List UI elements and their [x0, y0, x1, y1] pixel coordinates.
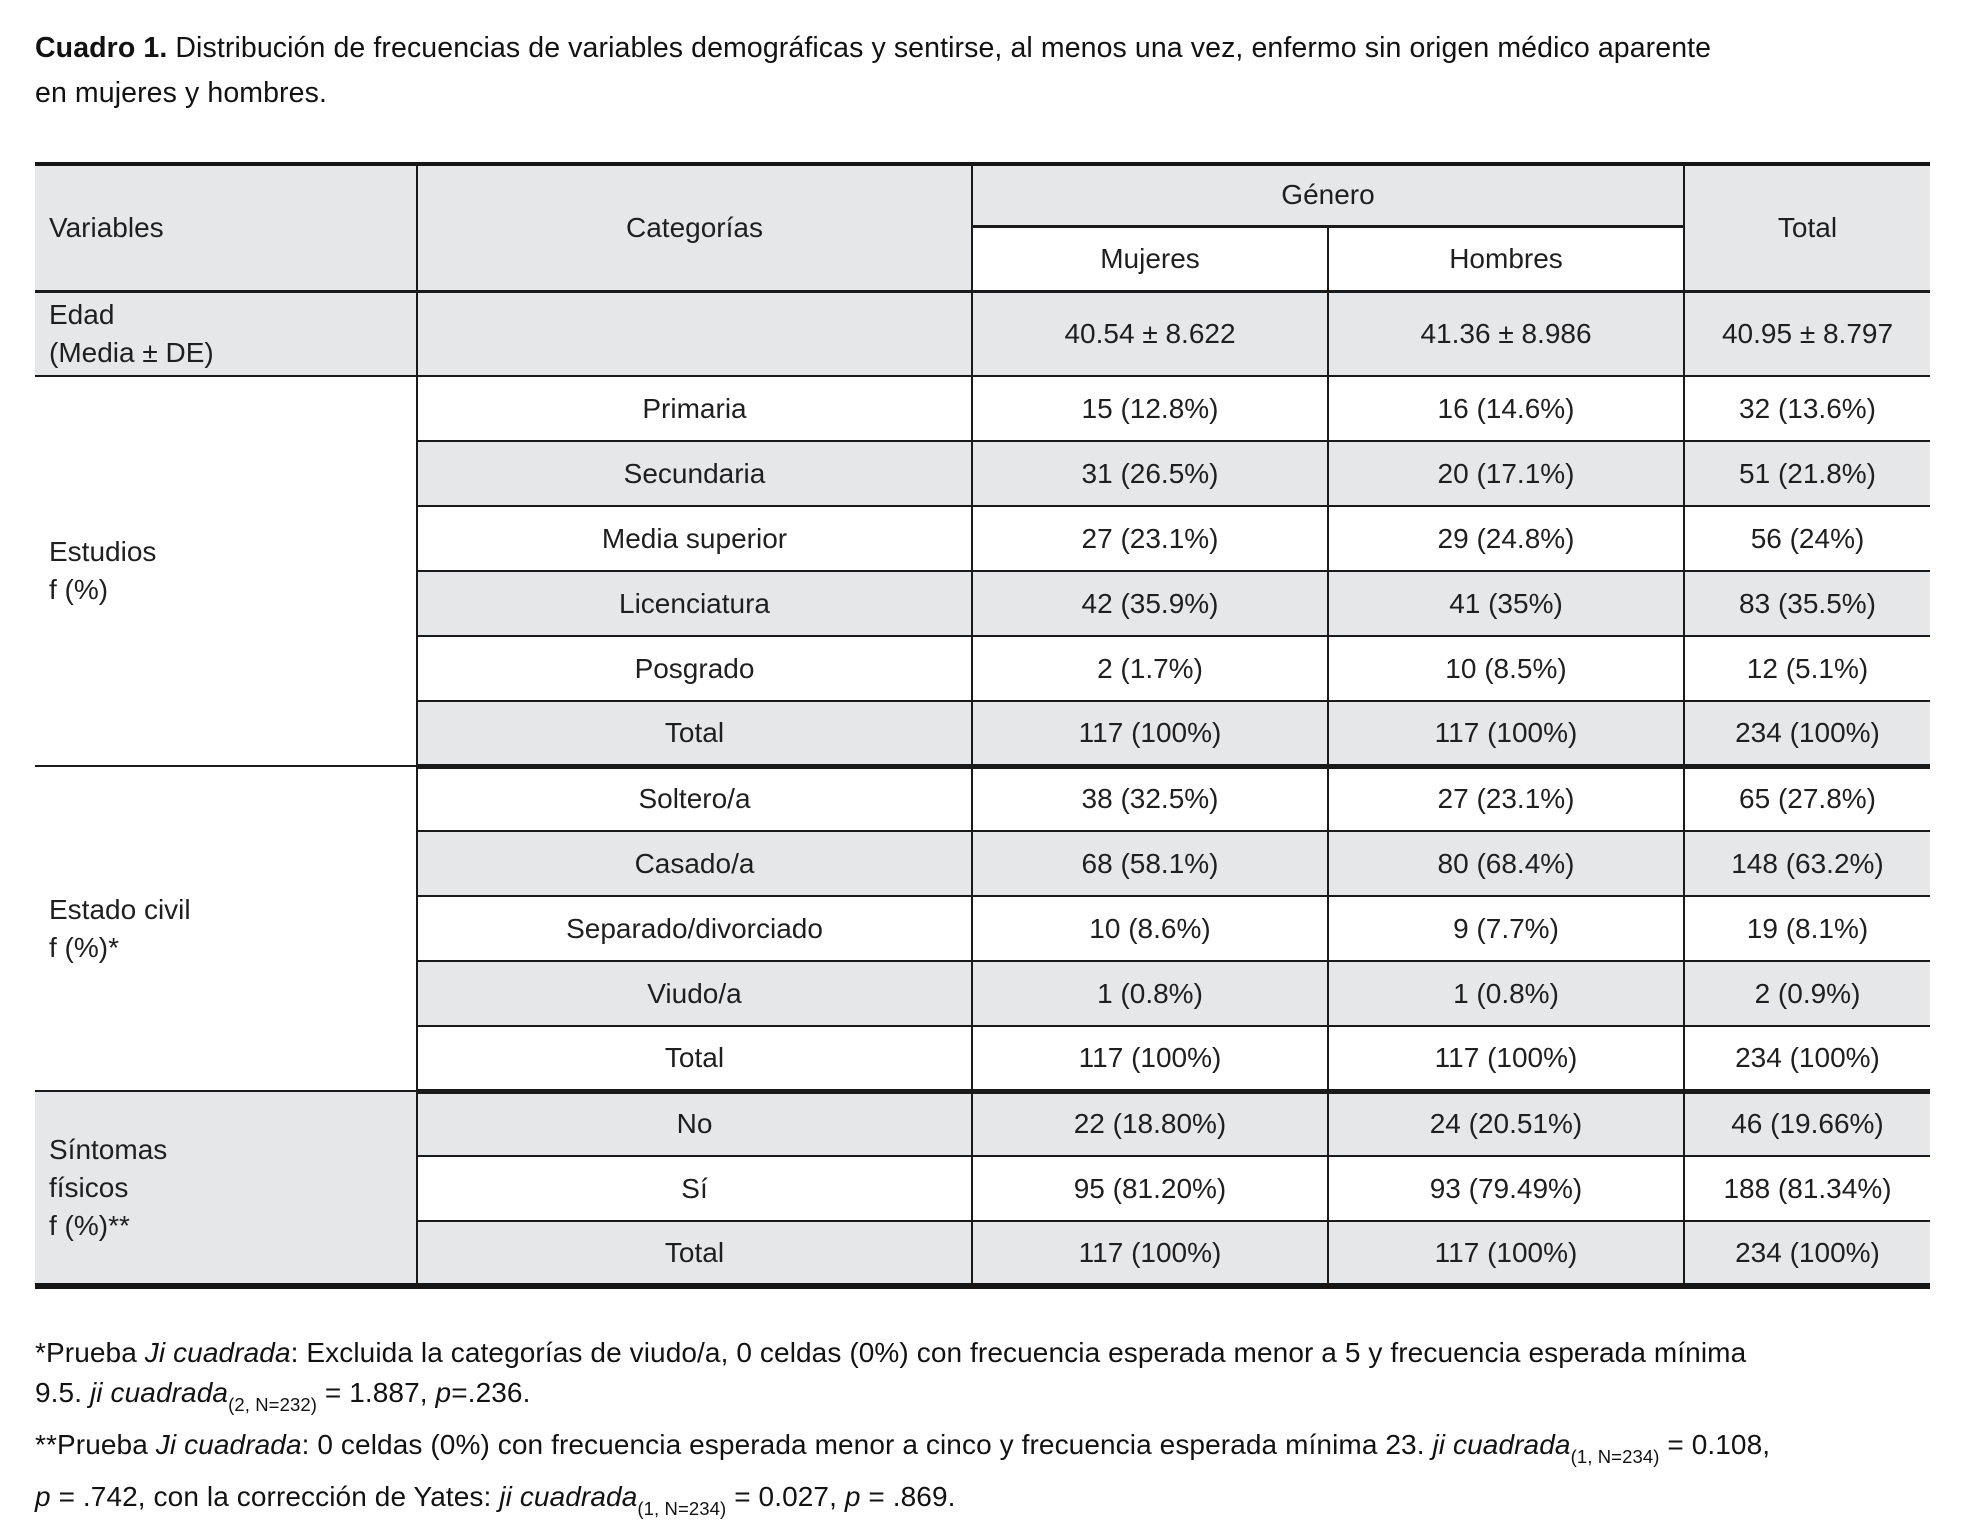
- table-row-total: Total 117 (100%) 117 (100%) 234 (100%): [35, 1026, 1930, 1094]
- total-value: 188 (81.34%): [1683, 1156, 1930, 1222]
- categoria-cell: Separado/divorciado: [416, 896, 972, 962]
- mujeres-value: 22 (18.80%): [971, 1091, 1328, 1157]
- total-value: 56 (24%): [1683, 506, 1930, 572]
- header-row-top: Variables Categorías Género Total: [35, 164, 1930, 293]
- hombres-value: 16 (14.6%): [1327, 376, 1684, 442]
- total-value: 2 (0.9%): [1683, 961, 1930, 1027]
- categoria-cell: Viudo/a: [416, 961, 972, 1027]
- categoria-cell: Total: [416, 1026, 972, 1094]
- header-categorias: Categorías: [416, 164, 972, 293]
- categoria-cell: Sí: [416, 1156, 972, 1222]
- table-row: Síntomas físicos f (%)** No 22 (18.80%) 24…: [35, 1091, 1930, 1287]
- hombres-value: 10 (8.5%): [1327, 636, 1684, 702]
- variable-cell-edad: Edad (Media ± DE): [35, 291, 417, 377]
- total-value: 12 (5.1%): [1683, 636, 1930, 702]
- hombres-value: 41.36 ± 8.986: [1327, 291, 1684, 377]
- mujeres-value: 10 (8.6%): [971, 896, 1328, 962]
- hombres-value: 117 (100%): [1327, 701, 1684, 769]
- table-row: Separado/divorciado 10 (8.6%) 9 (7.7%) 1…: [35, 896, 1930, 962]
- mujeres-value: 117 (100%): [971, 701, 1328, 769]
- total-value: 83 (35.5%): [1683, 571, 1930, 637]
- categoria-cell: Media superior: [416, 506, 972, 572]
- total-value: 234 (100%): [1683, 701, 1930, 769]
- categoria-cell-empty: [416, 291, 972, 377]
- mujeres-value: 117 (100%): [971, 1221, 1328, 1286]
- mujeres-value: 27 (23.1%): [971, 506, 1328, 572]
- table-number: Cuadro 1.: [35, 32, 168, 64]
- table-row: Posgrado 2 (1.7%) 10 (8.5%) 12 (5.1%): [35, 636, 1930, 702]
- header-variables: Variables: [35, 164, 417, 293]
- categoria-cell: Total: [416, 1221, 972, 1286]
- categoria-cell: Soltero/a: [416, 766, 972, 832]
- categoria-cell: No: [416, 1091, 972, 1157]
- hombres-value: 117 (100%): [1327, 1026, 1684, 1094]
- total-value: 234 (100%): [1683, 1221, 1930, 1286]
- footnote-1: *Prueba Ji cuadrada: Excluida la categor…: [35, 1337, 1747, 1415]
- mujeres-value: 40.54 ± 8.622: [971, 291, 1328, 377]
- header-total: Total: [1683, 164, 1930, 293]
- mujeres-value: 15 (12.8%): [971, 376, 1328, 442]
- hombres-value: 80 (68.4%): [1327, 831, 1684, 897]
- header-row-sub: Mujeres Hombres: [35, 226, 1930, 293]
- total-value: 19 (8.1%): [1683, 896, 1930, 962]
- table-row-edad: Edad (Media ± DE) 40.54 ± 8.622 41.36 ± 8…: [35, 291, 1930, 377]
- variable-cell-estudios: Estudios f (%): [35, 376, 417, 767]
- table-row: Media superior 27 (23.1%) 29 (24.8%) 56 …: [35, 506, 1930, 572]
- mujeres-value: 95 (81.20%): [971, 1156, 1328, 1222]
- table-row: Licenciatura 42 (35.9%) 41 (35%) 83 (35.…: [35, 571, 1930, 637]
- hombres-value: 93 (79.49%): [1327, 1156, 1684, 1222]
- variable-cell-sintomas: Síntomas físicos f (%)**: [35, 1091, 417, 1287]
- table-row: Estudios f (%) Primaria 15 (12.8%) 16 (14…: [35, 376, 1930, 767]
- mujeres-value: 2 (1.7%): [971, 636, 1328, 702]
- header-hombres: Hombres: [1327, 226, 1684, 293]
- total-value: 234 (100%): [1683, 1026, 1930, 1094]
- mujeres-value: 31 (26.5%): [971, 441, 1328, 507]
- categoria-cell: Total: [416, 701, 972, 769]
- categoria-cell: Primaria: [416, 376, 972, 442]
- total-value: 40.95 ± 8.797: [1683, 291, 1930, 377]
- table-row: Sí 95 (81.20%) 93 (79.49%) 188 (81.34%): [35, 1156, 1930, 1222]
- footnote-2: **Prueba Ji cuadrada: 0 celdas (0%) con …: [35, 1429, 1771, 1519]
- categoria-cell: Posgrado: [416, 636, 972, 702]
- hombres-value: 29 (24.8%): [1327, 506, 1684, 572]
- categoria-cell: Casado/a: [416, 831, 972, 897]
- mujeres-value: 68 (58.1%): [971, 831, 1328, 897]
- total-value: 46 (19.66%): [1683, 1091, 1930, 1157]
- mujeres-value: 38 (32.5%): [971, 766, 1328, 832]
- title-line2: en mujeres y hombres.: [35, 77, 327, 109]
- hombres-value: 117 (100%): [1327, 1221, 1684, 1286]
- hombres-value: 20 (17.1%): [1327, 441, 1684, 507]
- mujeres-value: 117 (100%): [971, 1026, 1328, 1094]
- title-line1: Distribución de frecuencias de variables…: [175, 32, 1712, 64]
- frequency-table: Variables Categorías Género Total Mujere…: [35, 162, 1930, 1289]
- categoria-cell: Licenciatura: [416, 571, 972, 637]
- hombres-value: 41 (35%): [1327, 571, 1684, 637]
- hombres-value: 27 (23.1%): [1327, 766, 1684, 832]
- hombres-value: 1 (0.8%): [1327, 961, 1684, 1027]
- header-genero: Género: [971, 164, 1684, 228]
- footnotes: *Prueba Ji cuadrada: Excluida la categor…: [35, 1333, 1930, 1529]
- mujeres-value: 42 (35.9%): [971, 571, 1328, 637]
- header-mujeres: Mujeres: [971, 226, 1328, 293]
- variable-cell-estado-civil: Estado civil f (%)*: [35, 766, 417, 1092]
- categoria-cell: Secundaria: [416, 441, 972, 507]
- total-value: 51 (21.8%): [1683, 441, 1930, 507]
- hombres-value: 9 (7.7%): [1327, 896, 1684, 962]
- table-row: Estado civil f (%)* Soltero/a 38 (32.5%) …: [35, 766, 1930, 1092]
- total-value: 65 (27.8%): [1683, 766, 1930, 832]
- hombres-value: 24 (20.51%): [1327, 1091, 1684, 1157]
- mujeres-value: 1 (0.8%): [971, 961, 1328, 1027]
- total-value: 148 (63.2%): [1683, 831, 1930, 897]
- table-title: Cuadro 1. Distribución de frecuencias de…: [35, 26, 1930, 116]
- total-value: 32 (13.6%): [1683, 376, 1930, 442]
